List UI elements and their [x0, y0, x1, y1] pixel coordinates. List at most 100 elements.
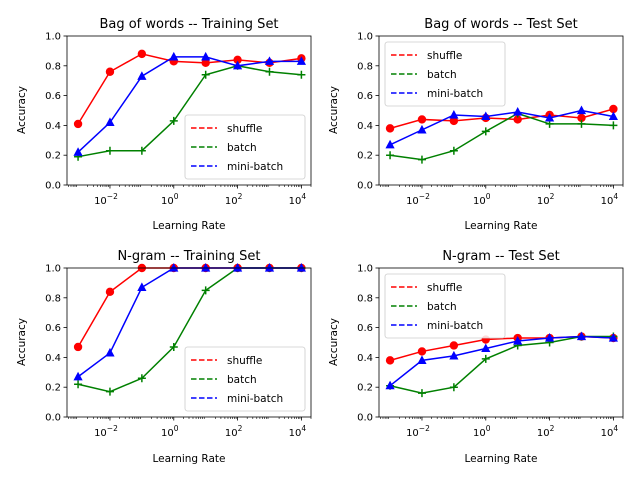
data-point-batch	[169, 116, 178, 125]
legend-label-batch: batch	[227, 142, 257, 154]
x-tick-label: 100	[473, 192, 491, 207]
data-point-batch	[609, 121, 618, 130]
data-point-mini-batch	[296, 56, 306, 65]
y-axis-label: Accuracy	[328, 86, 340, 134]
data-point-batch	[417, 155, 426, 164]
data-point-mini-batch	[169, 263, 179, 272]
y-tick-label: 0.6	[45, 323, 61, 334]
series-line-shuffle	[389, 108, 614, 130]
y-tick-label: 0.4	[45, 121, 61, 132]
legend-box	[384, 273, 506, 339]
x-tick-label: 10−2	[406, 192, 430, 207]
data-point-shuffle	[513, 115, 522, 124]
data-point-mini-batch	[449, 109, 459, 119]
x-tick-label: 104	[289, 192, 307, 207]
y-tick-label: 0.0	[357, 413, 373, 424]
data-point-batch	[297, 70, 306, 79]
y-tick-label: 1.0	[357, 32, 373, 43]
data-point-batch	[201, 70, 210, 79]
data-point-mini-batch	[544, 333, 555, 342]
x-tick-label: 104	[289, 424, 307, 439]
series-line-mini-batch	[389, 335, 614, 387]
series-line-shuffle	[77, 267, 302, 348]
legend-box	[184, 346, 306, 412]
data-point-shuffle	[73, 119, 83, 129]
chart-title: N-gram -- Training Set	[117, 249, 260, 264]
data-point-mini-batch	[137, 71, 147, 80]
subplot-bow-train: Bag of words -- Training Set Learning Ra…	[16, 17, 312, 232]
data-point-mini-batch	[481, 111, 491, 121]
y-tick-label: 0.8	[45, 293, 61, 304]
data-point-mini-batch	[449, 350, 459, 360]
legend-label-shuffle: shuffle	[427, 50, 462, 62]
data-point-mini-batch	[608, 333, 618, 342]
legend: shuffle batch mini-batch	[384, 273, 506, 339]
y-tick-label: 1.0	[45, 264, 61, 275]
y-tick-label: 0.0	[45, 413, 61, 424]
subplot-bow-test: Bag of words -- Test Set Learning Rate A…	[328, 17, 624, 232]
data-point-mini-batch	[105, 117, 115, 127]
data-point-shuffle	[417, 347, 427, 356]
y-tick-label: 0.8	[45, 61, 61, 72]
data-point-batch	[577, 119, 586, 128]
data-point-mini-batch	[169, 51, 179, 61]
legend-label-mini-batch: mini-batch	[227, 161, 283, 173]
x-axis-label: Learning Rate	[465, 453, 538, 465]
data-point-mini-batch	[201, 263, 211, 272]
series-line-mini-batch	[389, 109, 614, 146]
chart-title: N-gram -- Test Set	[442, 249, 559, 264]
y-tick-label: 0.8	[357, 61, 373, 72]
x-tick-label: 102	[537, 192, 555, 207]
y-tick-label: 0.2	[45, 383, 61, 394]
plot-frame	[66, 267, 312, 418]
x-tick-label: 102	[225, 192, 243, 207]
x-axis-label: Learning Rate	[153, 220, 226, 232]
x-axis-label: Learning Rate	[153, 453, 226, 465]
series-line-batch	[389, 112, 614, 161]
data-point-mini-batch	[232, 263, 243, 272]
data-point-mini-batch	[137, 282, 147, 291]
data-point-batch	[481, 127, 490, 136]
y-tick-label: 1.0	[45, 32, 61, 43]
data-point-mini-batch	[544, 112, 555, 122]
y-tick-label: 0.2	[357, 151, 373, 162]
data-point-batch	[449, 146, 458, 155]
y-tick-label: 1.0	[357, 264, 373, 275]
chart-title: Bag of words -- Training Set	[99, 17, 278, 32]
legend-box	[384, 41, 506, 107]
legend-label-shuffle: shuffle	[227, 355, 262, 367]
y-tick-label: 0.4	[45, 353, 61, 364]
y-tick-label: 0.4	[357, 353, 373, 364]
data-point-batch	[137, 146, 146, 155]
x-tick-label: 100	[161, 192, 179, 207]
legend: shuffle batch mini-batch	[184, 114, 306, 180]
legend-box	[184, 114, 306, 180]
data-point-shuffle	[449, 341, 459, 350]
y-tick-label: 0.6	[357, 91, 373, 102]
data-point-mini-batch	[385, 380, 395, 390]
y-axis-label: Accuracy	[16, 318, 28, 366]
y-tick-label: 0.2	[357, 383, 373, 394]
series-line-batch	[77, 65, 302, 158]
legend: shuffle batch mini-batch	[184, 346, 306, 412]
legend-label-mini-batch: mini-batch	[227, 393, 283, 405]
legend-label-mini-batch: mini-batch	[427, 320, 483, 332]
data-point-mini-batch	[576, 105, 587, 115]
data-point-mini-batch	[513, 336, 523, 345]
chart-title: Bag of words -- Test Set	[424, 17, 577, 32]
x-tick-label: 10−2	[94, 192, 118, 207]
y-tick-label: 0.8	[357, 293, 373, 304]
data-point-shuffle	[105, 67, 115, 76]
data-point-batch	[386, 151, 395, 160]
data-point-mini-batch	[481, 343, 491, 353]
plot-frame	[66, 35, 312, 186]
y-tick-label: 0.0	[357, 181, 373, 192]
y-tick-label: 0.6	[45, 91, 61, 102]
data-point-batch	[265, 67, 274, 76]
data-point-batch	[105, 146, 114, 155]
data-point-mini-batch	[296, 263, 306, 272]
x-tick-label: 102	[225, 424, 243, 439]
data-point-shuffle	[105, 287, 115, 297]
legend-label-shuffle: shuffle	[227, 123, 262, 135]
x-tick-label: 104	[601, 192, 619, 207]
